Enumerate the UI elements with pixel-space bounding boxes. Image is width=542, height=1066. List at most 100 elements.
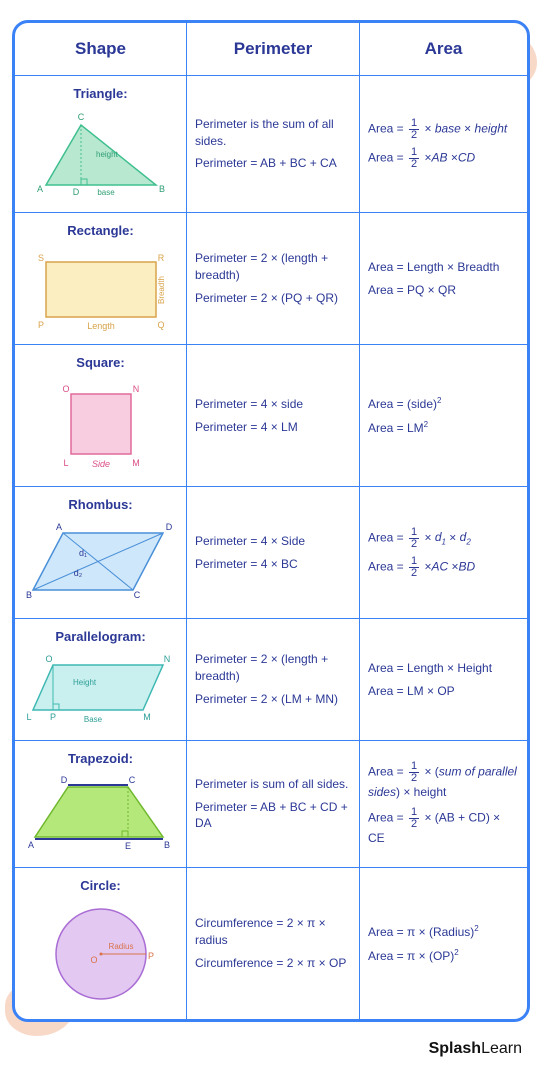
perimeter-cell: Perimeter = 4 × Side Perimeter = 4 × BC bbox=[187, 487, 360, 619]
area-formula: Area = LM2 bbox=[368, 419, 519, 437]
svg-text:Radius: Radius bbox=[108, 942, 133, 951]
shape-cell: Rectangle: S R P Q Length Breadth bbox=[15, 213, 187, 345]
shape-title: Trapezoid: bbox=[23, 751, 178, 766]
svg-text:C: C bbox=[134, 590, 141, 600]
area-formula: Area = π × (OP)2 bbox=[368, 947, 519, 965]
svg-text:N: N bbox=[164, 654, 171, 664]
shape-title: Rectangle: bbox=[23, 223, 178, 238]
area-cell: Area = (side)2Area = LM2 bbox=[359, 345, 527, 487]
triangle-diagram: A B C D height base bbox=[26, 107, 176, 202]
perimeter-formula: Perimeter is sum of all sides. bbox=[195, 776, 351, 793]
area-formula: Area = π × (Radius)2 bbox=[368, 923, 519, 941]
svg-text:L: L bbox=[26, 712, 31, 722]
svg-text:D: D bbox=[166, 522, 173, 532]
formula-table: Shape Perimeter Area Triangle: A B C D h… bbox=[12, 20, 530, 1022]
svg-text:height: height bbox=[96, 150, 119, 159]
svg-text:O: O bbox=[45, 654, 52, 664]
shape-cell: Trapezoid: DC AB E bbox=[15, 741, 187, 868]
parallelogram-diagram: ON LM P Height Base bbox=[23, 650, 178, 730]
svg-text:B: B bbox=[158, 184, 164, 194]
svg-text:D: D bbox=[61, 775, 68, 785]
svg-text:R: R bbox=[157, 253, 164, 263]
svg-text:C: C bbox=[129, 775, 136, 785]
svg-text:Base: Base bbox=[84, 715, 103, 724]
svg-text:O: O bbox=[62, 384, 69, 394]
trapezoid-diagram: DC AB E bbox=[23, 772, 178, 857]
perimeter-formula: Circumference = 2 × π × radius bbox=[195, 915, 351, 949]
shape-cell: Rhombus: A D B C d₁ d₂ bbox=[15, 487, 187, 619]
perimeter-formula: Perimeter = AB + BC + CA bbox=[195, 155, 351, 172]
perimeter-cell: Perimeter = 2 × (length + breadth) Perime… bbox=[187, 213, 360, 345]
perimeter-cell: Circumference = 2 × π × radius Circumfere… bbox=[187, 868, 360, 1020]
svg-text:P: P bbox=[147, 951, 153, 961]
area-formula: Area = 12 × (AB + CD) × CE bbox=[368, 807, 519, 847]
area-formula: Area = 12 ×AB ×CD bbox=[368, 147, 519, 170]
area-formula: Area = Length × Breadth bbox=[368, 259, 519, 276]
shape-cell: Parallelogram: ON LM P Height Base bbox=[15, 619, 187, 741]
svg-text:M: M bbox=[143, 712, 151, 722]
svg-text:D: D bbox=[72, 187, 79, 197]
svg-text:base: base bbox=[97, 188, 115, 197]
header-row: Shape Perimeter Area bbox=[15, 23, 527, 76]
table-row: Triangle: A B C D height base Perimeter … bbox=[15, 76, 527, 213]
perimeter-formula: Circumference = 2 × π × OP bbox=[195, 955, 351, 972]
perimeter-formula: Perimeter = 2 × (length + breadth) bbox=[195, 250, 351, 284]
perimeter-cell: Perimeter = 4 × side Perimeter = 4 × LM bbox=[187, 345, 360, 487]
area-formula: Area = 12 × d1 × d2 bbox=[368, 527, 519, 550]
area-formula: Area = 12 ×AC ×BD bbox=[368, 556, 519, 579]
perimeter-formula: Perimeter = 2 × (PQ + QR) bbox=[195, 290, 351, 307]
perimeter-formula: Perimeter = 4 × Side bbox=[195, 533, 351, 550]
shape-title: Triangle: bbox=[23, 86, 178, 101]
svg-text:P: P bbox=[37, 320, 43, 330]
svg-text:N: N bbox=[132, 384, 139, 394]
shape-cell: Circle: O P Radius bbox=[15, 868, 187, 1020]
logo-part2: Learn bbox=[481, 1040, 522, 1057]
svg-text:B: B bbox=[26, 590, 32, 600]
shape-title: Rhombus: bbox=[23, 497, 178, 512]
svg-text:Length: Length bbox=[87, 321, 115, 331]
perimeter-formula: Perimeter = 4 × side bbox=[195, 396, 351, 413]
perimeter-formula: Perimeter = 4 × LM bbox=[195, 419, 351, 436]
shape-title: Circle: bbox=[23, 878, 178, 893]
shape-cell: Triangle: A B C D height base bbox=[15, 76, 187, 213]
svg-text:d₂: d₂ bbox=[74, 568, 83, 578]
area-cell: Area = Length × HeightArea = LM × OP bbox=[359, 619, 527, 741]
perimeter-cell: Perimeter is the sum of all sides. Perime… bbox=[187, 76, 360, 213]
area-formula: Area = PQ × QR bbox=[368, 282, 519, 299]
perimeter-cell: Perimeter = 2 × (length + breadth)Perime… bbox=[187, 619, 360, 741]
svg-text:A: A bbox=[56, 522, 62, 532]
svg-text:L: L bbox=[63, 458, 68, 468]
logo-part1: Splash bbox=[429, 1040, 481, 1057]
svg-text:C: C bbox=[77, 112, 84, 122]
shape-title: Parallelogram: bbox=[23, 629, 178, 644]
svg-text:O: O bbox=[90, 955, 97, 965]
svg-text:A: A bbox=[28, 840, 34, 850]
svg-text:Side: Side bbox=[91, 459, 109, 469]
svg-text:Q: Q bbox=[157, 320, 164, 330]
rectangle-diagram: S R P Q Length Breadth bbox=[26, 244, 176, 334]
table-row: Square: ON LM Side Perimeter = 4 × sideP… bbox=[15, 345, 527, 487]
svg-text:Breadth: Breadth bbox=[157, 276, 166, 304]
svg-text:d₁: d₁ bbox=[79, 548, 87, 558]
svg-text:E: E bbox=[125, 841, 131, 851]
perimeter-formula: Perimeter = 4 × BC bbox=[195, 556, 351, 573]
table-row: Trapezoid: DC AB E Perimeter is sum of a… bbox=[15, 741, 527, 868]
table-row: Rectangle: S R P Q Length Breadth Perimete… bbox=[15, 213, 527, 345]
rhombus-diagram: A D B C d₁ d₂ bbox=[23, 518, 178, 608]
header-area: Area bbox=[359, 23, 527, 76]
perimeter-formula: Perimeter is the sum of all sides. bbox=[195, 116, 351, 150]
area-cell: Area = π × (Radius)2 Area = π × (OP)2 bbox=[359, 868, 527, 1020]
shape-title: Square: bbox=[23, 355, 178, 370]
perimeter-formula: Perimeter = AB + BC + CD + DA bbox=[195, 799, 351, 833]
area-formula: Area = LM × OP bbox=[368, 683, 519, 700]
svg-text:A: A bbox=[36, 184, 42, 194]
table-row: Rhombus: A D B C d₁ d₂ Perimeter = 4 × Sid… bbox=[15, 487, 527, 619]
perimeter-cell: Perimeter is sum of all sides. Perimeter … bbox=[187, 741, 360, 868]
square-diagram: ON LM Side bbox=[31, 376, 171, 476]
circle-diagram: O P Radius bbox=[31, 899, 171, 1009]
header-perimeter: Perimeter bbox=[187, 23, 360, 76]
area-cell: Area = 12 × (sum of parallel sides) × he… bbox=[359, 741, 527, 868]
table-row: Parallelogram: ON LM P Height Base Perim… bbox=[15, 619, 527, 741]
svg-text:S: S bbox=[37, 253, 43, 263]
area-formula: Area = 12 × (sum of parallel sides) × he… bbox=[368, 761, 519, 801]
